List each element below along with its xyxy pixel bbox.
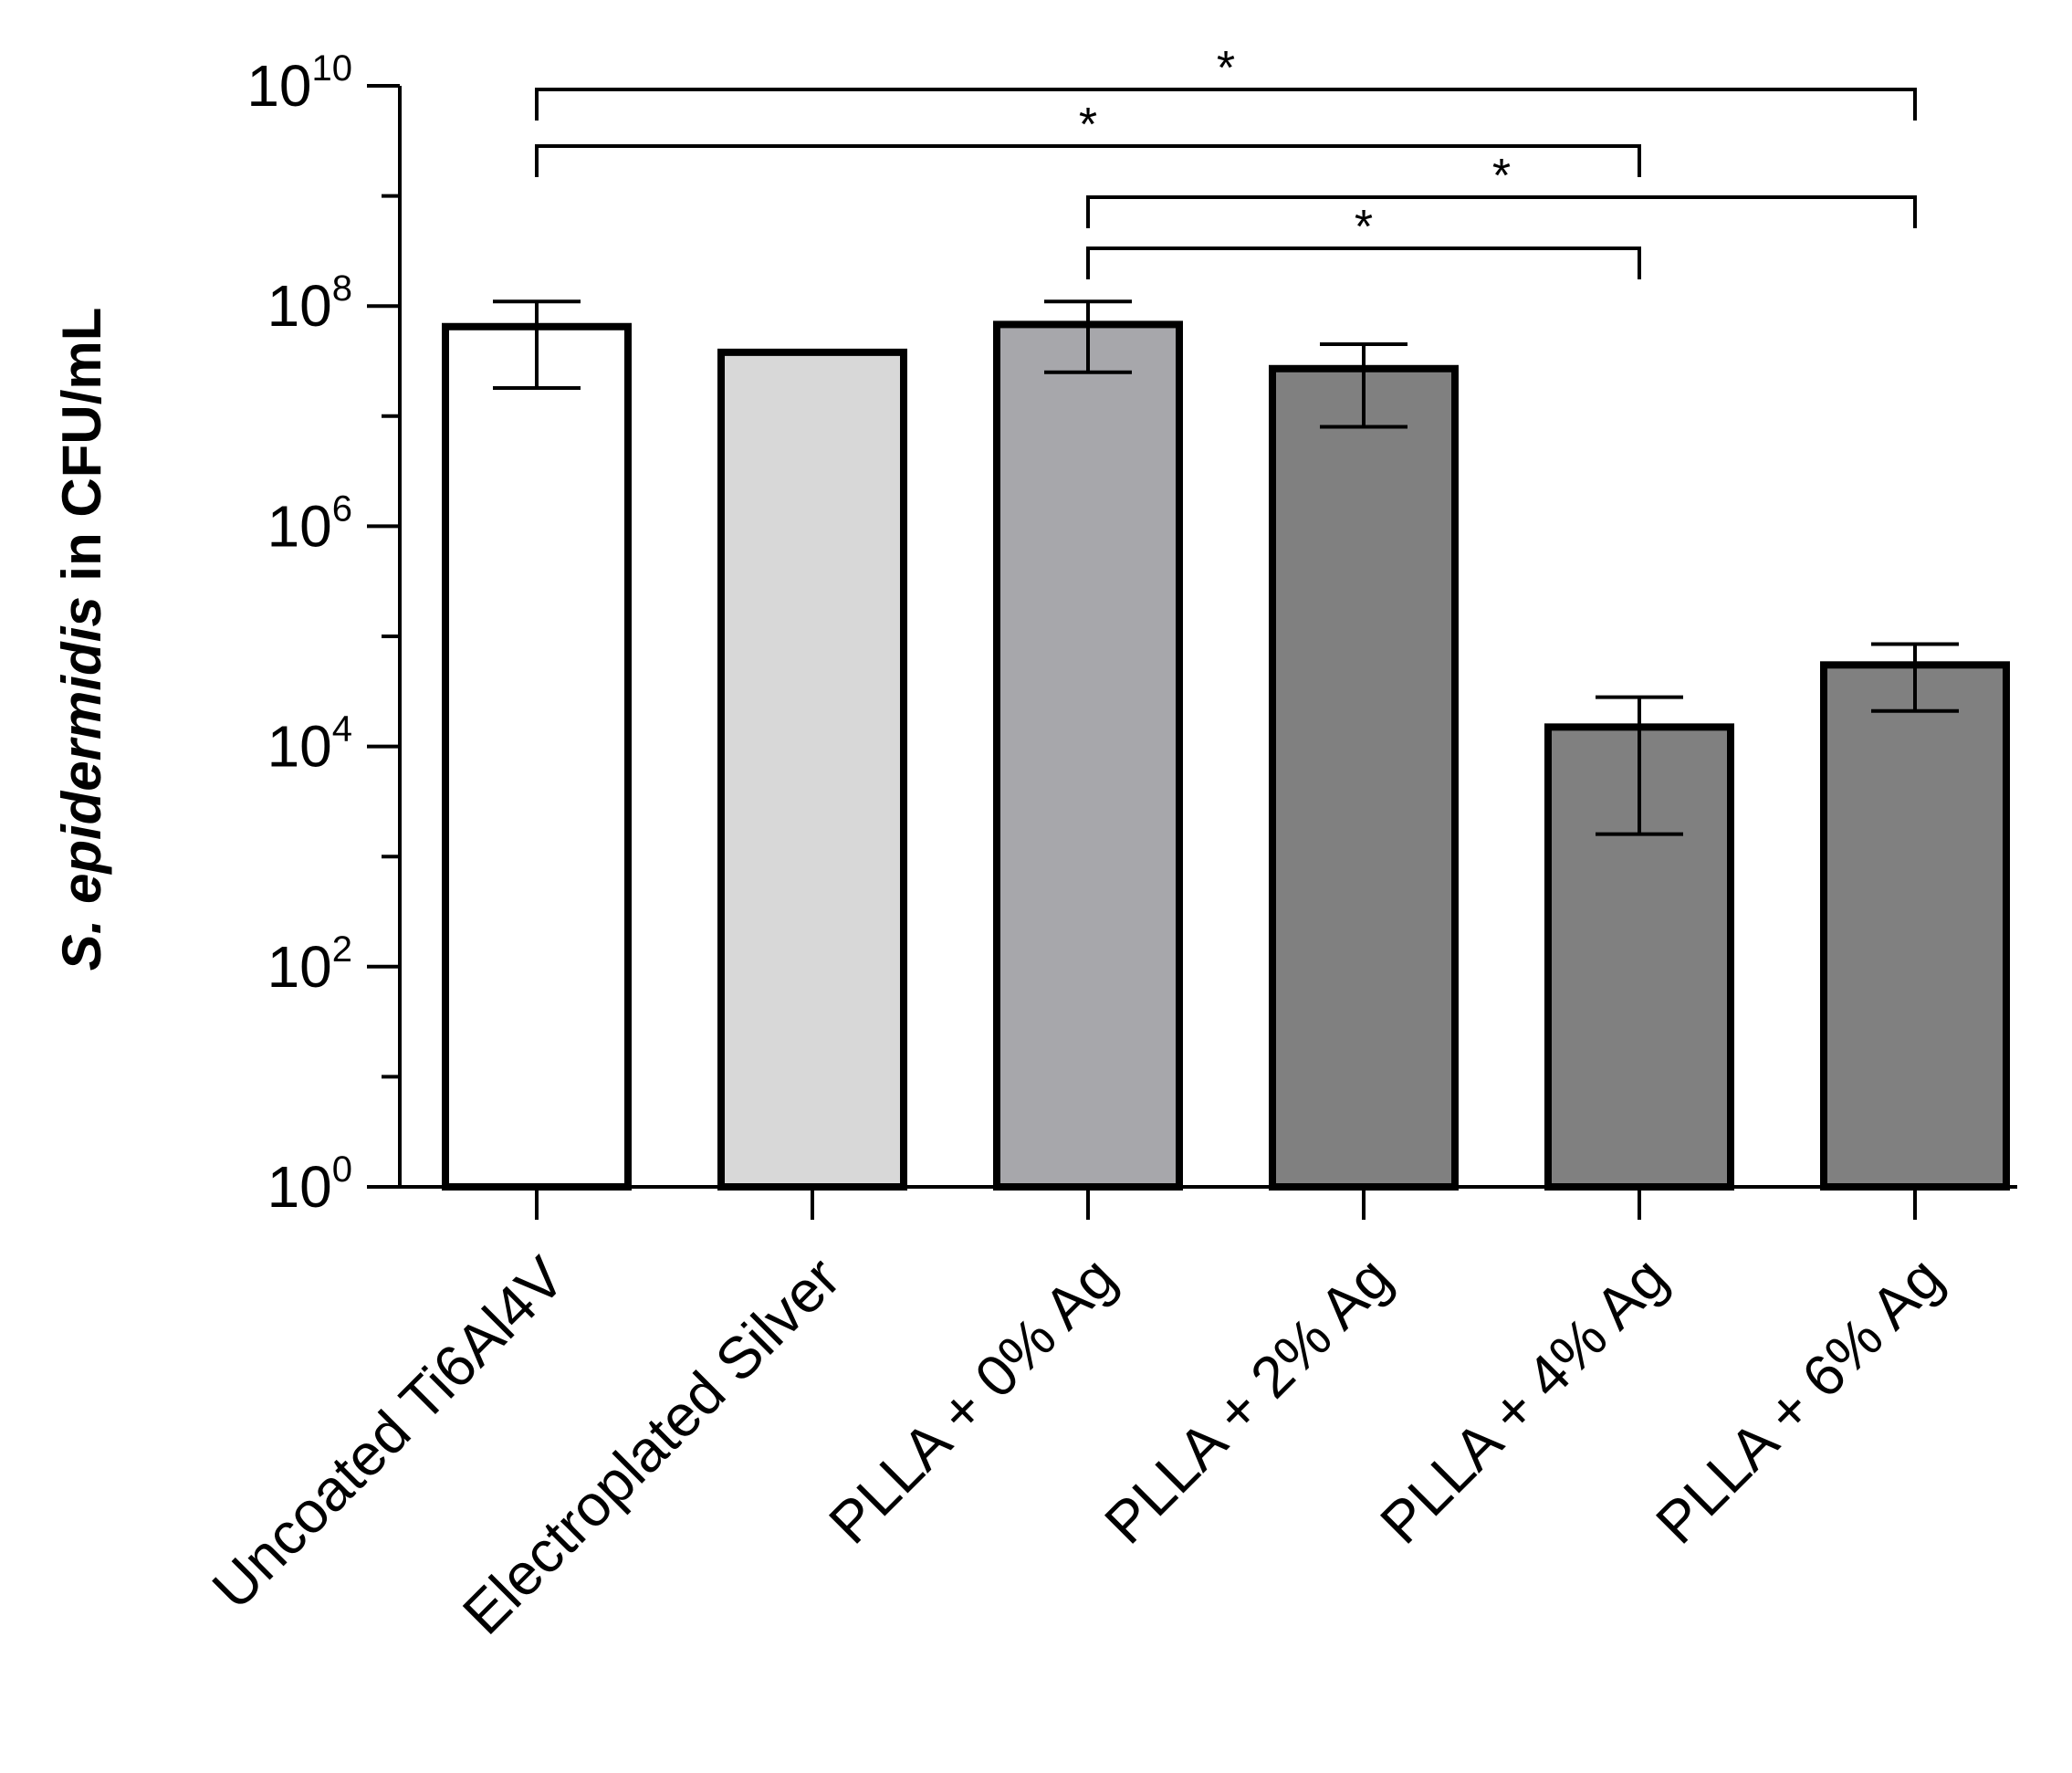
bar: [717, 348, 907, 1191]
bar: [1269, 364, 1459, 1191]
y-axis-title-italic: S. epidermidis: [51, 596, 112, 970]
y-tick-exponent: 0: [332, 1149, 352, 1190]
y-tick-base: 10: [267, 1154, 332, 1220]
bar: [993, 320, 1183, 1191]
y-tick-base: 10: [267, 273, 332, 339]
y-tick-exponent: 10: [312, 48, 353, 89]
significance-star: *: [1492, 150, 1511, 203]
significance-bracket: [1086, 195, 1917, 228]
y-tick-exponent: 2: [332, 929, 352, 970]
y-tick-label: 104: [267, 709, 352, 780]
y-axis-title-text: S. epidermidis in CFU/mL: [51, 308, 112, 971]
y-tick-base: 10: [267, 714, 332, 780]
bar: [1820, 661, 2010, 1191]
x-category-label: PLLA + 2% Ag: [1092, 1244, 1404, 1557]
y-axis-title-rest: in CFU/mL: [51, 308, 112, 597]
y-tick-base: 10: [246, 53, 311, 119]
y-tick-label: 1010: [246, 48, 352, 119]
x-category-label: PLLA + 6% Ag: [1643, 1244, 1955, 1557]
significance-star: *: [1079, 99, 1097, 152]
bar: [442, 322, 632, 1191]
significance-star: *: [1355, 201, 1373, 254]
significance-bracket: [1086, 247, 1641, 279]
y-tick-base: 10: [267, 934, 332, 1000]
y-tick-exponent: 8: [332, 268, 352, 309]
x-category-label: PLLA + 4% Ag: [1367, 1244, 1680, 1557]
y-tick-exponent: 6: [332, 488, 352, 529]
significance-star: *: [1217, 42, 1235, 95]
y-tick-label: 108: [267, 268, 352, 339]
x-category-label: PLLA + 0% Ag: [816, 1244, 1128, 1557]
y-tick-label: 102: [267, 929, 352, 1000]
y-tick-exponent: 4: [332, 709, 352, 750]
y-tick-base: 10: [267, 493, 332, 559]
y-axis-title: S. epidermidis in CFU/mL: [51, 308, 112, 971]
y-tick-label: 106: [267, 488, 352, 559]
significance-bracket: [535, 144, 1641, 177]
significance-bracket: [535, 88, 1917, 121]
y-tick-label: 100: [267, 1149, 352, 1220]
